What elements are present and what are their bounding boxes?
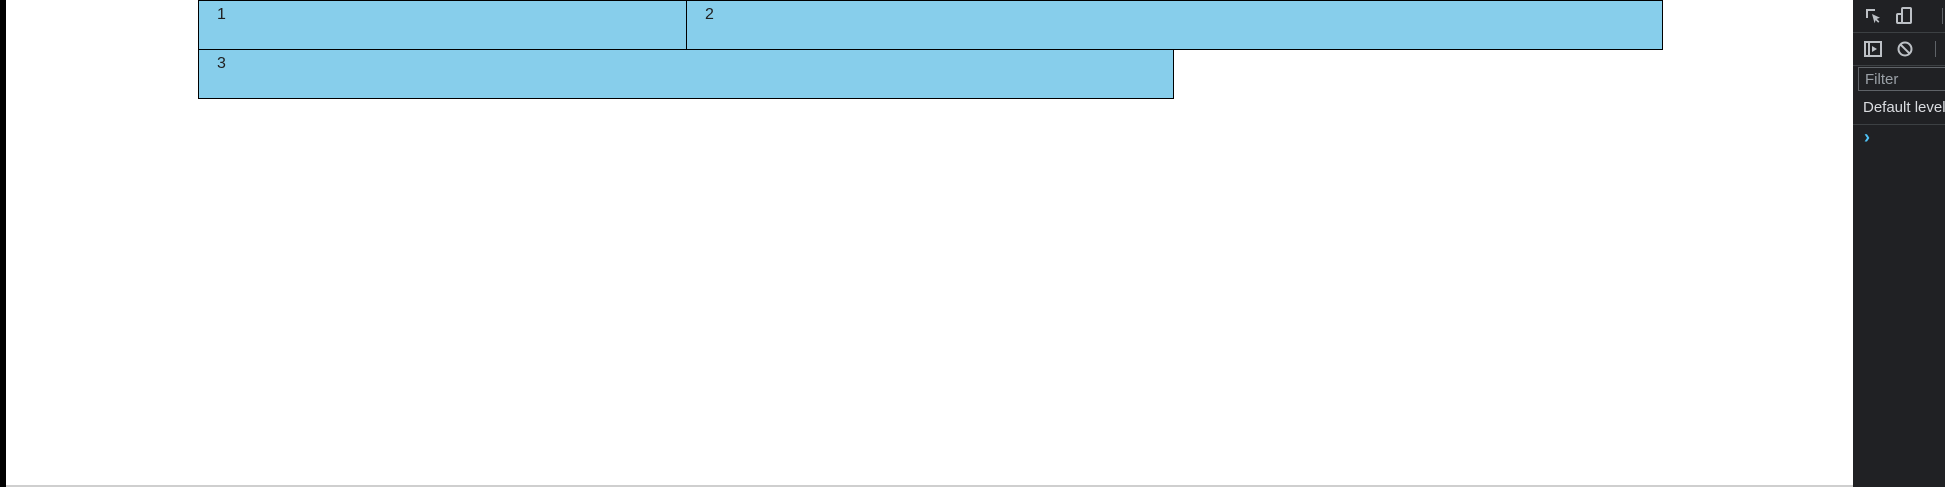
console-filter-input[interactable] [1858,67,1945,91]
log-level-dropdown[interactable]: Default levels [1863,99,1945,116]
console-toolbar [1853,33,1945,66]
window-left-edge [0,0,6,487]
toolbar-divider [1935,41,1936,57]
log-level-selected-label: Default levels [1863,99,1945,116]
console-divider [1853,124,1945,125]
grid-item-1: 1 [198,0,687,50]
grid-item-label: 2 [705,6,714,23]
page-viewport: 1 2 3 [6,0,1853,487]
grid-item-label: 1 [217,6,226,23]
clear-console-icon[interactable] [1896,40,1914,58]
device-toolbar-icon[interactable] [1896,7,1914,25]
grid-item-2: 2 [686,0,1663,50]
devtools-main-toolbar [1853,0,1945,33]
console-prompt-icon[interactable]: › [1864,127,1870,147]
console-sidebar-icon[interactable] [1864,40,1882,58]
toolbar-divider [1942,8,1943,24]
grid-item-label: 3 [217,55,226,72]
devtools-console-panel: Default levels › [1853,0,1945,487]
grid-item-3: 3 [198,49,1174,99]
inspect-element-icon[interactable] [1864,7,1882,25]
